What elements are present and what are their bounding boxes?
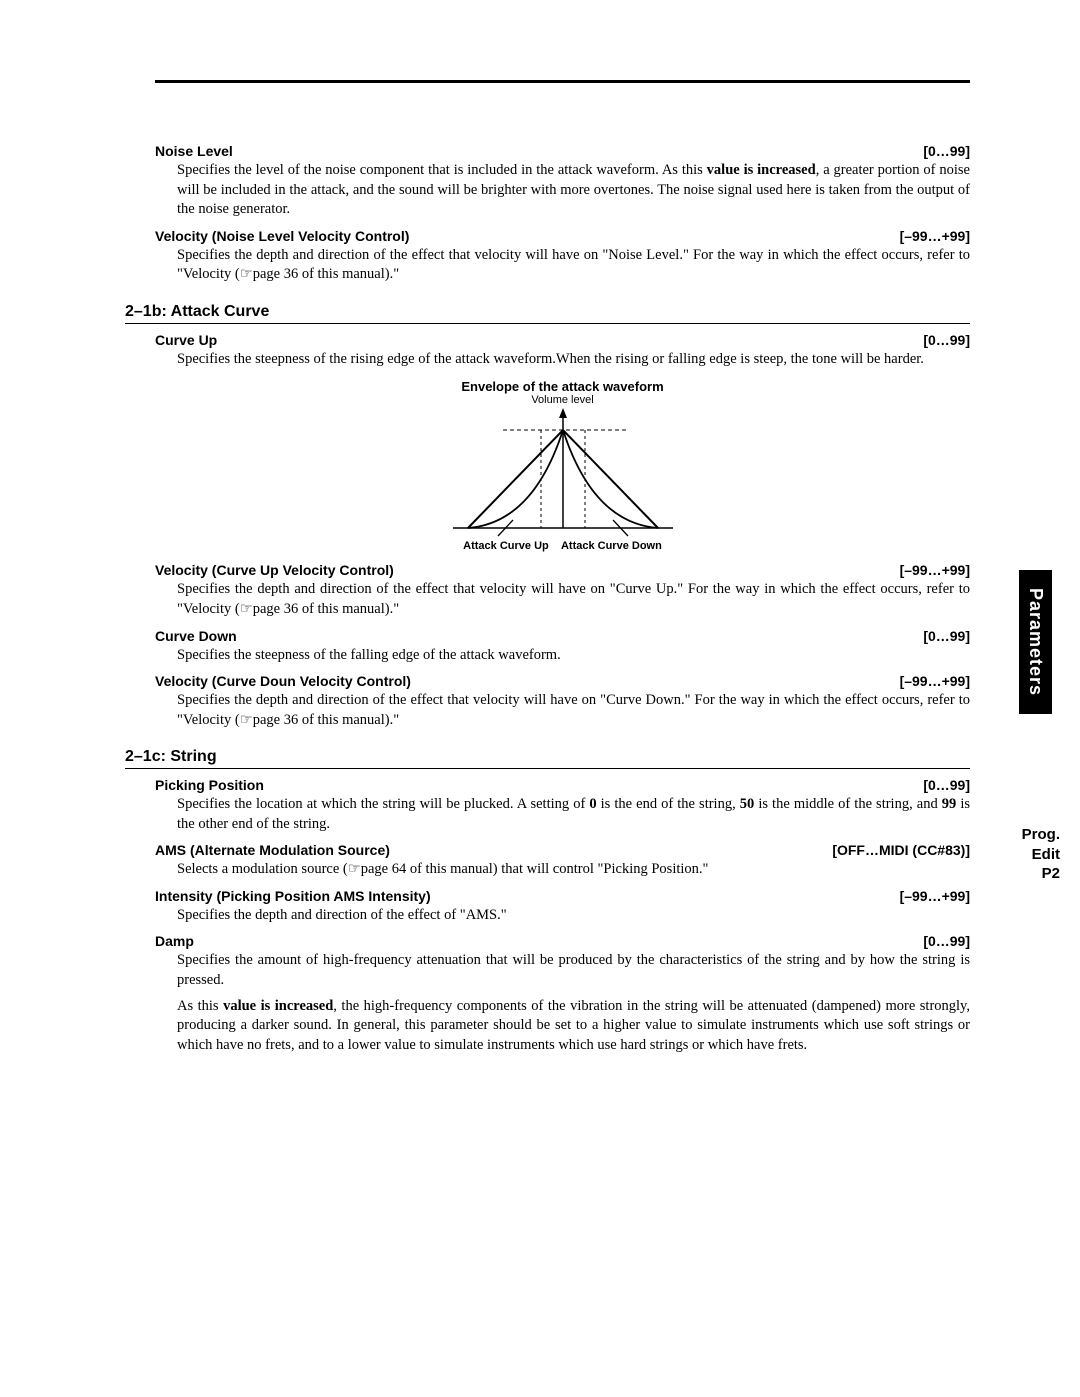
- param-noise-level-body: Specifies the level of the noise compone…: [177, 161, 970, 220]
- param-curve-down-row: Curve Down [0…99]: [155, 628, 970, 644]
- section-2-1b: 2–1b: Attack Curve: [125, 303, 970, 324]
- param-ams-body: Selects a modulation source (☞page 64 of…: [177, 860, 970, 880]
- param-vel-curve-up-range: [–99…+99]: [900, 562, 970, 578]
- param-vel-noise-name: Velocity (Noise Level Velocity Control): [155, 228, 409, 244]
- diagram-sub: Volume level: [155, 394, 970, 406]
- param-ams-row: AMS (Alternate Modulation Source) [OFF…M…: [155, 842, 970, 858]
- param-intensity-range: [–99…+99]: [900, 888, 970, 904]
- param-vel-curve-up-name: Velocity (Curve Up Velocity Control): [155, 562, 394, 578]
- param-curve-down-range: [0…99]: [923, 628, 970, 644]
- param-noise-level-name: Noise Level: [155, 143, 233, 159]
- param-vel-curve-down-name: Velocity (Curve Doun Velocity Control): [155, 673, 411, 689]
- param-curve-up-name: Curve Up: [155, 332, 217, 348]
- param-vel-noise-body: Specifies the depth and direction of the…: [177, 246, 970, 285]
- param-picking-body: Specifies the location at which the stri…: [177, 795, 970, 834]
- diagram-label-left: Attack Curve Up: [463, 540, 549, 552]
- param-intensity-body: Specifies the depth and direction of the…: [177, 906, 970, 926]
- diagram-labels: Attack Curve Up Attack Curve Down: [155, 540, 970, 552]
- param-damp-row: Damp [0…99]: [155, 933, 970, 949]
- attack-envelope-diagram: Envelope of the attack waveform Volume l…: [155, 379, 970, 552]
- param-damp-name: Damp: [155, 933, 194, 949]
- envelope-svg: [433, 408, 693, 538]
- picking-b50: 50: [740, 796, 755, 812]
- damp-bold: value is increased: [223, 998, 333, 1014]
- document-page: Parameters Prog. Edit P2 Noise Level [0……: [0, 0, 1080, 1121]
- param-intensity-name: Intensity (Picking Position AMS Intensit…: [155, 888, 431, 904]
- param-noise-level-range: [0…99]: [923, 143, 970, 159]
- top-rule: [155, 80, 970, 83]
- param-picking-range: [0…99]: [923, 777, 970, 793]
- picking-a: Specifies the location at which the stri…: [177, 796, 589, 812]
- noise-level-text-a: Specifies the level of the noise compone…: [177, 162, 707, 178]
- param-intensity-row: Intensity (Picking Position AMS Intensit…: [155, 888, 970, 904]
- param-curve-down-body: Specifies the steepness of the falling e…: [177, 646, 970, 666]
- param-vel-curve-up-body: Specifies the depth and direction of the…: [177, 580, 970, 619]
- param-ams-name: AMS (Alternate Modulation Source): [155, 842, 390, 858]
- param-damp-range: [0…99]: [923, 933, 970, 949]
- param-picking-name: Picking Position: [155, 777, 264, 793]
- param-curve-down-name: Curve Down: [155, 628, 237, 644]
- param-damp-body1: Specifies the amount of high-frequency a…: [177, 951, 970, 990]
- noise-level-bold: value is increased: [707, 162, 816, 178]
- picking-b: is the end of the string,: [597, 796, 740, 812]
- param-vel-curve-up-row: Velocity (Curve Up Velocity Control) [–9…: [155, 562, 970, 578]
- diagram-label-right: Attack Curve Down: [561, 540, 662, 552]
- param-vel-curve-down-body: Specifies the depth and direction of the…: [177, 691, 970, 730]
- param-picking-row: Picking Position [0…99]: [155, 777, 970, 793]
- side-label-l2: Edit: [1032, 846, 1060, 863]
- param-vel-curve-down-range: [–99…+99]: [900, 673, 970, 689]
- param-curve-up-range: [0…99]: [923, 332, 970, 348]
- side-tab-parameters: Parameters: [1019, 570, 1052, 714]
- param-noise-level-row: Noise Level [0…99]: [155, 143, 970, 159]
- param-ams-range: [OFF…MIDI (CC#83)]: [832, 842, 970, 858]
- param-damp-body2: As this value is increased, the high-fre…: [177, 997, 970, 1056]
- param-vel-curve-down-row: Velocity (Curve Doun Velocity Control) […: [155, 673, 970, 689]
- diagram-title: Envelope of the attack waveform: [155, 379, 970, 394]
- param-curve-up-row: Curve Up [0…99]: [155, 332, 970, 348]
- damp-2a: As this: [177, 998, 223, 1014]
- side-label-prog-edit: Prog. Edit P2: [1022, 825, 1060, 884]
- side-label-l1: Prog.: [1022, 826, 1060, 843]
- side-label-l3: P2: [1042, 865, 1060, 882]
- section-2-1c: 2–1c: String: [125, 748, 970, 769]
- param-vel-noise-range: [–99…+99]: [900, 228, 970, 244]
- param-curve-up-body: Specifies the steepness of the rising ed…: [177, 350, 970, 370]
- picking-b0: 0: [589, 796, 596, 812]
- param-vel-noise-row: Velocity (Noise Level Velocity Control) …: [155, 228, 970, 244]
- picking-c: is the middle of the string, and: [754, 796, 942, 812]
- picking-b99: 99: [942, 796, 957, 812]
